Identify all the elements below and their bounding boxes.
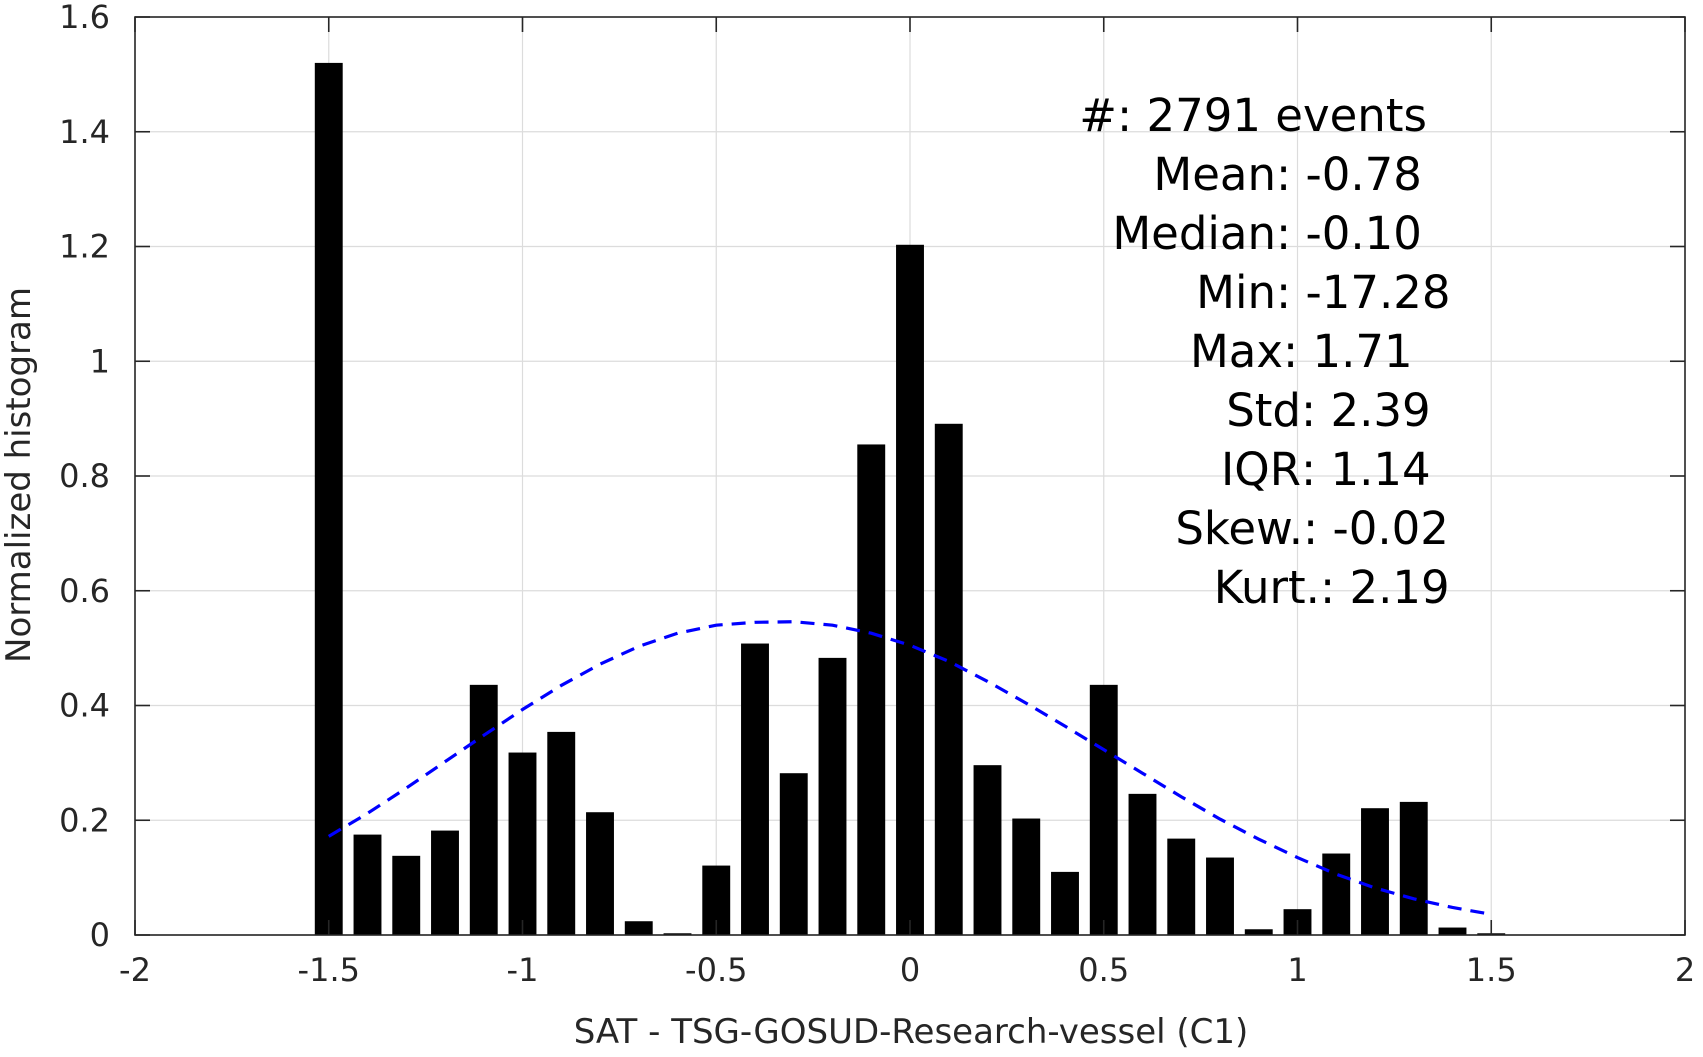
histogram-bars	[314, 62, 1506, 935]
histogram-bar	[934, 423, 963, 935]
tick-labels: -2 -1.5 -1 -0.5 0 0.5 1 1.5 2 0 0.2 0.4 0.6 0.8 1 1.2 1.…	[59, 0, 1695, 989]
stat-value: : 1.71	[1283, 325, 1413, 378]
histogram-bar	[1051, 871, 1079, 935]
x-tick-label: 1	[1287, 951, 1307, 989]
x-tick-label: 1.5	[1466, 951, 1517, 989]
stat-value: : 2.39	[1301, 384, 1431, 437]
histogram-bar	[741, 643, 769, 935]
x-tick-label: -1	[507, 951, 539, 989]
fit-curve-group	[327, 620, 1492, 916]
histogram-bar	[1167, 838, 1196, 935]
x-tick-label: 2	[1675, 951, 1695, 989]
histogram-bar	[1399, 801, 1428, 935]
histogram-bar	[586, 812, 614, 935]
histogram-bar	[1012, 818, 1041, 935]
histogram-bar	[469, 684, 498, 935]
histogram-bar	[1128, 793, 1157, 935]
stat-label: Skew.	[1175, 502, 1303, 555]
stat-value: : 2.19	[1320, 561, 1450, 614]
histogram-bar	[508, 752, 537, 935]
stat-label: Max	[1190, 325, 1283, 378]
x-tick-label: -2	[119, 951, 151, 989]
stat-label: Mean	[1153, 148, 1276, 201]
x-tick-label: 0.5	[1078, 951, 1129, 989]
histogram-bar	[1438, 927, 1467, 935]
y-tick-label: 0	[90, 916, 110, 954]
x-tick-label: -1.5	[298, 951, 360, 989]
stat-value: : 2791 events	[1117, 89, 1427, 142]
histogram-bar	[1244, 929, 1273, 935]
y-tick-label: 0.4	[59, 687, 110, 725]
histogram-bar	[1361, 808, 1389, 935]
stat-label: Min	[1196, 266, 1276, 319]
histogram-bar	[973, 765, 1002, 935]
histogram-bar	[392, 855, 421, 935]
histogram-bar	[896, 244, 924, 935]
histogram-bar	[818, 657, 847, 935]
stat-value: : -17.28	[1276, 266, 1451, 319]
stat-label: IQR	[1221, 443, 1301, 496]
fit-curve-line	[327, 620, 1492, 916]
histogram-bar	[1206, 857, 1234, 935]
histogram-bar	[314, 62, 343, 935]
y-tick-label: 0.6	[59, 572, 110, 610]
y-tick-label: 1	[90, 342, 110, 380]
y-axis-label: Normalized histogram	[0, 287, 39, 663]
stat-label: Std	[1226, 384, 1301, 437]
histogram-bar	[547, 731, 576, 935]
y-tick-label: 0.8	[59, 457, 110, 495]
plot-frame	[134, 16, 1686, 936]
y-tick-label: 0.2	[59, 801, 110, 839]
y-tick-label: 1.2	[59, 228, 110, 266]
histogram-bar	[624, 921, 653, 935]
histogram-bar	[663, 933, 692, 935]
histogram-bar	[779, 773, 808, 935]
stat-value: : -0.10	[1276, 207, 1422, 260]
histogram-bar	[353, 834, 382, 935]
stat-value: : -0.78	[1276, 148, 1422, 201]
stat-label: Median	[1112, 207, 1276, 260]
y-tick-label: 1.6	[59, 0, 110, 36]
stat-value: : 1.14	[1301, 443, 1431, 496]
histogram-bar	[431, 830, 459, 935]
stat-value: : -0.02	[1303, 502, 1449, 555]
stat-label: #	[1079, 89, 1117, 142]
x-tick-label: 0	[900, 951, 920, 989]
histogram-bar	[857, 444, 886, 935]
histogram-bar	[1322, 853, 1351, 935]
x-axis-label: SAT - TSG-GOSUD-Research-vessel (C1)	[574, 1012, 1249, 1052]
x-tick-label: -0.5	[685, 951, 747, 989]
y-tick-label: 1.4	[59, 113, 110, 151]
stat-label: Kurt.	[1214, 561, 1320, 614]
histogram-bar	[1089, 684, 1118, 935]
